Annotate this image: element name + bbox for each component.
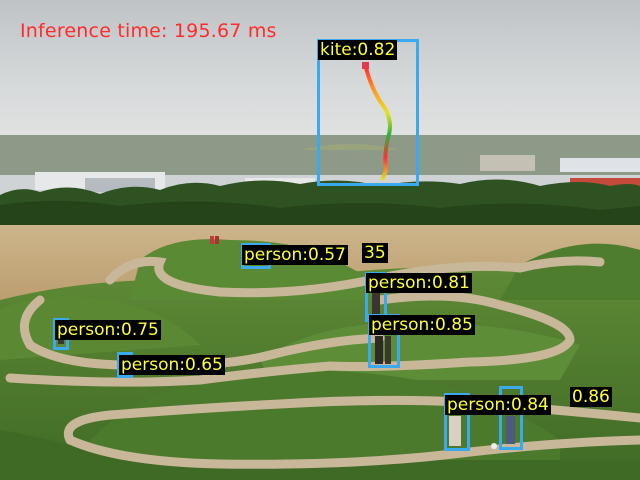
foreground-grass: [0, 430, 640, 480]
detection-label-person: 0.86: [570, 387, 612, 407]
distant-hill: [300, 144, 400, 150]
detection-box-person: [499, 386, 523, 450]
detection-label-person: person:0.65: [119, 355, 225, 375]
detection-label-person: person:0.85: [369, 315, 475, 335]
inference-time-text: Inference time: 195.67 ms: [20, 20, 277, 42]
detection-label-person: person:0.84: [445, 395, 551, 415]
sky: [0, 0, 640, 145]
detection-label-person: person:0.57: [242, 245, 348, 265]
mound-front: [90, 370, 560, 460]
detection-label-person: person:0.81: [366, 273, 472, 293]
tree-line-dark: [0, 200, 640, 232]
detection-label-person: person:0.75: [55, 320, 161, 340]
detection-box-person: [444, 393, 470, 451]
mound-right: [500, 243, 640, 300]
detection-box-kite: [317, 39, 419, 186]
kite: [362, 62, 392, 181]
detection-label-kite: kite:0.82: [318, 40, 398, 60]
detection-label-person: 35: [362, 243, 388, 263]
